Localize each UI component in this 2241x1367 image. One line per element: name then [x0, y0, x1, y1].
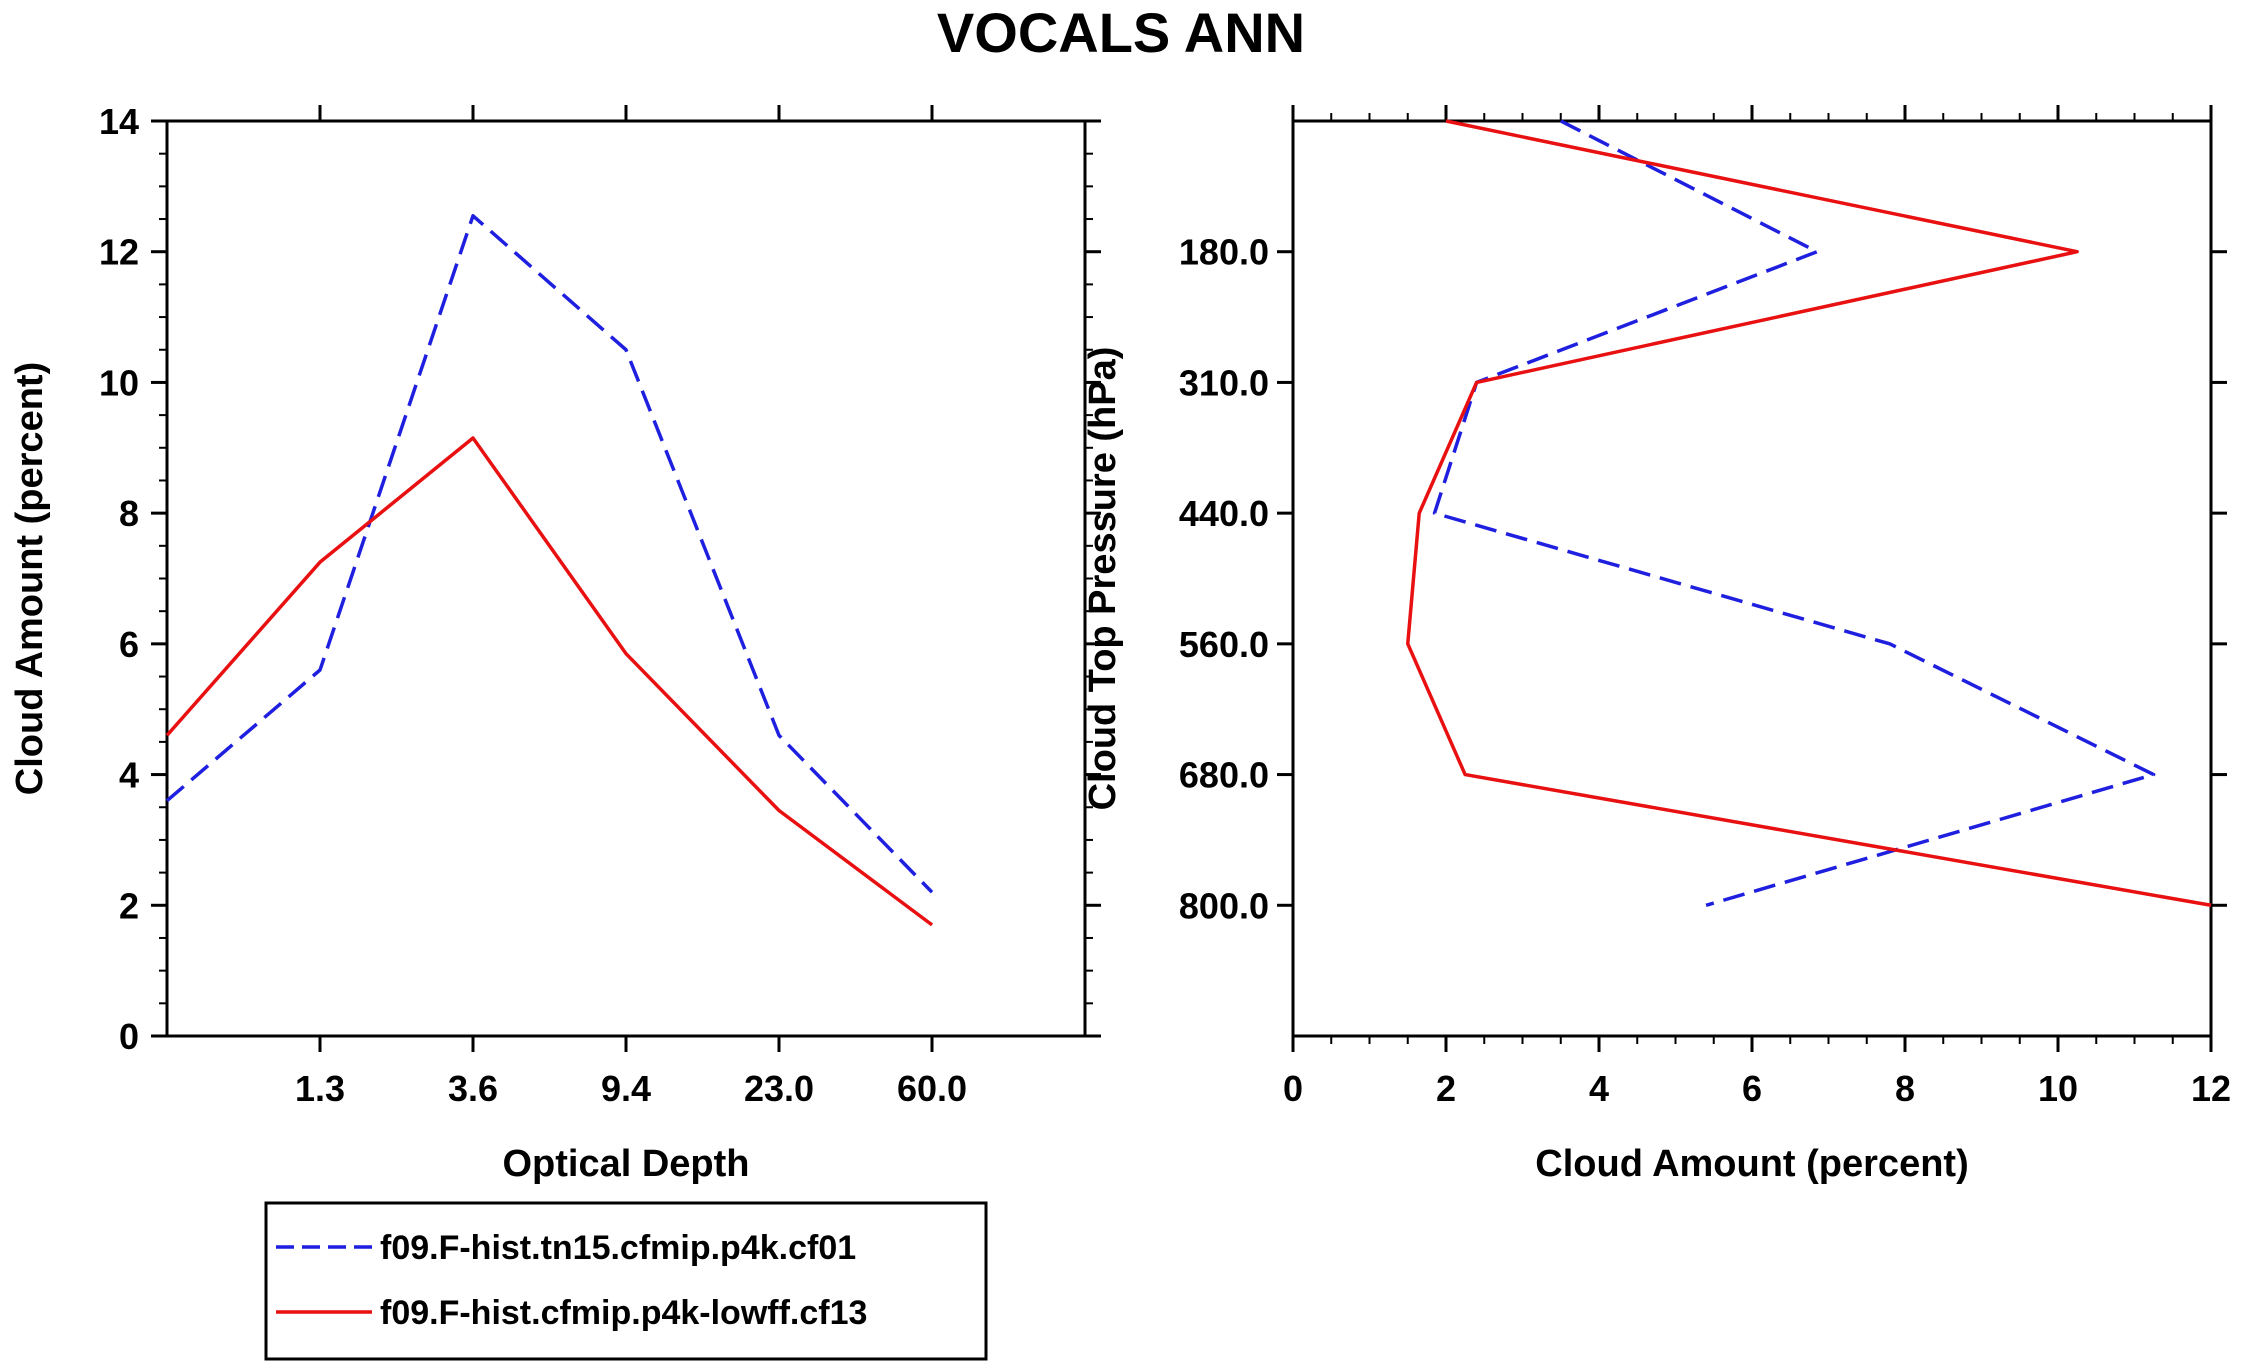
y-axis-title: Cloud Amount (percent) — [9, 362, 51, 795]
x-tick-label: 6 — [1742, 1068, 1762, 1109]
y-tick-label: 14 — [99, 101, 139, 142]
x-tick-label: 60.0 — [897, 1068, 967, 1109]
y-tick-label: 2 — [119, 885, 139, 926]
chart-title: VOCALS ANN — [937, 1, 1305, 64]
pressure-profile-panel: 0 2 4 6 8 10 12 180.0 310.0 440.0 560.0 680.0 800.0 C… — [1082, 105, 2231, 1185]
x-tick-label: 0 — [1283, 1068, 1303, 1109]
y-tick-label: 310.0 — [1179, 362, 1269, 403]
y-tick-label: 180.0 — [1179, 232, 1269, 273]
legend-box — [264, 1201, 988, 1361]
x-axis-title: Cloud Amount (percent) — [1535, 1143, 1968, 1185]
x-tick-label: 23.0 — [744, 1068, 814, 1109]
y-tick-label: 680.0 — [1179, 755, 1269, 796]
x-tick-label: 4 — [1589, 1068, 1609, 1109]
x-tick-label: 10 — [2038, 1068, 2078, 1109]
y-tick-label: 12 — [99, 232, 139, 273]
x-axis-title: Optical Depth — [502, 1143, 749, 1185]
y-axis-title: Cloud Top Pressure (hPa) — [1082, 347, 1124, 811]
y-tick-label: 6 — [119, 624, 139, 665]
y-tick-label: 4 — [119, 755, 139, 796]
y-tick-label: 8 — [119, 493, 139, 534]
y-tick-label: 0 — [119, 1016, 139, 1057]
x-tick-label: 3.6 — [448, 1068, 498, 1109]
x-tick-label: 9.4 — [601, 1068, 651, 1109]
optical-depth-panel: 0 2 4 6 8 10 12 14 1.3 3.6 9.4 23.0 60.0 Optical Dept… — [9, 101, 1101, 1185]
series-line-cf01 — [1432, 119, 2156, 907]
x-tick-label: 12 — [2191, 1068, 2231, 1109]
x-tick-label: 8 — [1895, 1068, 1915, 1109]
x-tick-label: 2 — [1436, 1068, 1456, 1109]
y-tick-label: 10 — [99, 362, 139, 403]
y-tick-label: 440.0 — [1179, 493, 1269, 534]
series-line-cf13 — [1406, 119, 2212, 908]
y-tick-label: 560.0 — [1179, 624, 1269, 665]
legend-label-cf01: f09.F-hist.tn15.cfmip.p4k.cf01 — [380, 1229, 856, 1267]
legend: f09.F-hist.tn15.cfmip.p4k.cf01 f09.F-his… — [264, 1201, 988, 1361]
series-line-cf01 — [165, 214, 934, 894]
plot-frame — [1291, 119, 2213, 1038]
y-tick-label: 800.0 — [1179, 885, 1269, 926]
legend-label-cf13: f09.F-hist.cfmip.p4k-lowff.cf13 — [380, 1294, 867, 1332]
series-line-cf13 — [165, 436, 934, 927]
x-tick-label: 1.3 — [295, 1068, 345, 1109]
